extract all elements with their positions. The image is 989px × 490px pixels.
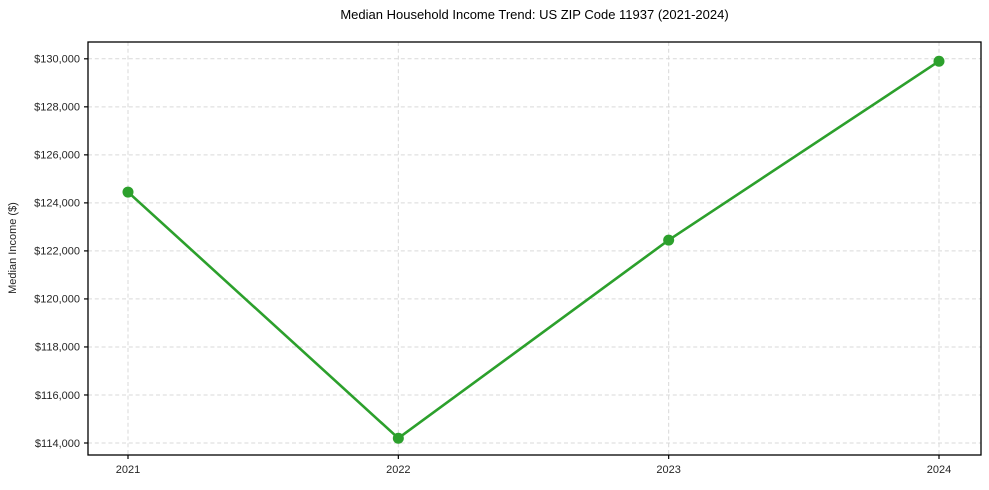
y-tick-label: $130,000 xyxy=(34,54,80,66)
y-tick-label: $122,000 xyxy=(34,246,80,258)
y-tick-label: $114,000 xyxy=(35,438,80,450)
chart-title: Median Household Income Trend: US ZIP Co… xyxy=(340,7,729,22)
y-tick-label: $126,000 xyxy=(34,150,80,162)
y-tick-label: $124,000 xyxy=(34,198,80,210)
y-tick-label: $116,000 xyxy=(35,390,80,402)
x-tick-label: 2021 xyxy=(116,464,140,476)
x-tick-label: 2022 xyxy=(386,464,410,476)
y-tick-label: $128,000 xyxy=(34,102,80,114)
data-point-marker-2022 xyxy=(392,432,404,444)
x-tick-label: 2023 xyxy=(656,464,680,476)
y-tick-label: $118,000 xyxy=(35,342,80,354)
x-tick-label: 2024 xyxy=(927,464,951,476)
data-point-marker-2024 xyxy=(933,55,945,67)
data-point-marker-2021 xyxy=(122,186,134,198)
y-tick-label: $120,000 xyxy=(34,294,80,306)
plot-border xyxy=(87,41,982,456)
data-point-marker-2023 xyxy=(663,234,675,246)
trend-line xyxy=(126,59,941,440)
